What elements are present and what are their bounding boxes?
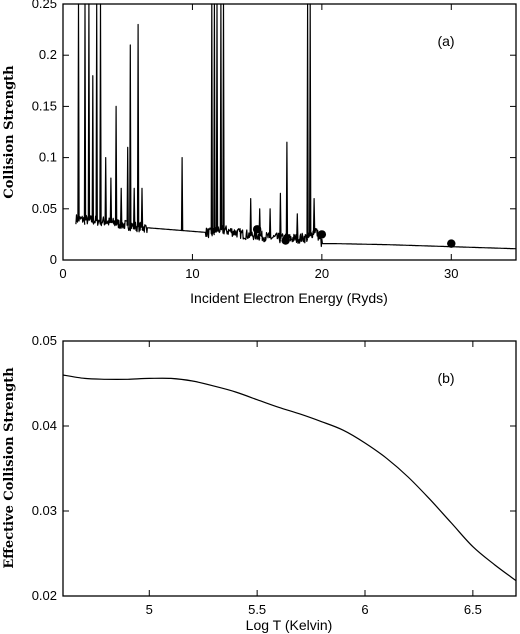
panel-a-y-tick-label: 0.25: [32, 0, 57, 11]
panel-a-data-point: [317, 230, 327, 239]
panel-a-y-tick-label: 0.15: [32, 98, 57, 113]
panel-b-effective-collision-strength-line: [62, 374, 517, 582]
panel-a-x-axis-label: Incident Electron Energy (Ryds): [190, 290, 388, 306]
panel-a-x-tick-label: 10: [185, 266, 199, 281]
panel-b-x-tick-label: 5.5: [248, 602, 266, 617]
panel-a-data-point: [252, 225, 262, 234]
panel-b-y-tick-label: 0.02: [32, 588, 57, 603]
panel-a-plot-frame: [62, 3, 517, 261]
panel-a-x-tick-label: 30: [444, 266, 458, 281]
panel-b-y-tick-label: 0.03: [32, 503, 57, 518]
panel-a-y-tick-label: 0.1: [39, 150, 57, 165]
panel-b-x-tick-label: 5: [146, 602, 153, 617]
panel-a: 0 10 20 30 0 0.05 0.1 0.15 0.2 0.25 (a) Incident …: [2, 0, 517, 306]
panel-b-y-tick-label: 0.04: [32, 418, 57, 433]
panel-b-x-tick-label: 6: [361, 602, 368, 617]
panel-a-y-tick-label: 0.2: [39, 47, 57, 62]
panel-b-y-axis-label: Effective Collision Strength: [2, 367, 17, 569]
panel-b-marks: 5 5.5 6 6.5 0.02 0.03 0.04 0.05: [32, 333, 517, 617]
panel-a-y-tick-label: 0.05: [32, 201, 57, 216]
panel-b-plot-frame: [62, 340, 517, 597]
panel-b: 5 5.5 6 6.5 0.02 0.03 0.04 0.05 (b) Log T (Kelv…: [2, 333, 517, 633]
panel-b-y-tick-label: 0.05: [32, 333, 57, 348]
panel-a-label: (a): [437, 33, 454, 49]
panel-b-x-axis-label: Log T (Kelvin): [246, 617, 333, 633]
panel-a-x-tick-label: 20: [315, 266, 329, 281]
panel-b-x-tick-label: 6.5: [464, 602, 482, 617]
panel-a-data-point: [447, 239, 456, 248]
panel-a-y-tick-label: 0: [50, 252, 57, 267]
panel-a-x-tick-label: 0: [59, 266, 66, 281]
panel-b-label: (b): [437, 370, 454, 386]
panel-a-y-axis-label: Collision Strength: [2, 65, 17, 199]
panel-a-marks: 0 10 20 30 0 0.05 0.1 0.15 0.2 0.25: [32, 0, 517, 281]
panel-a-collision-strength-line: [75, 3, 517, 250]
panel-a-data-point: [281, 236, 290, 245]
